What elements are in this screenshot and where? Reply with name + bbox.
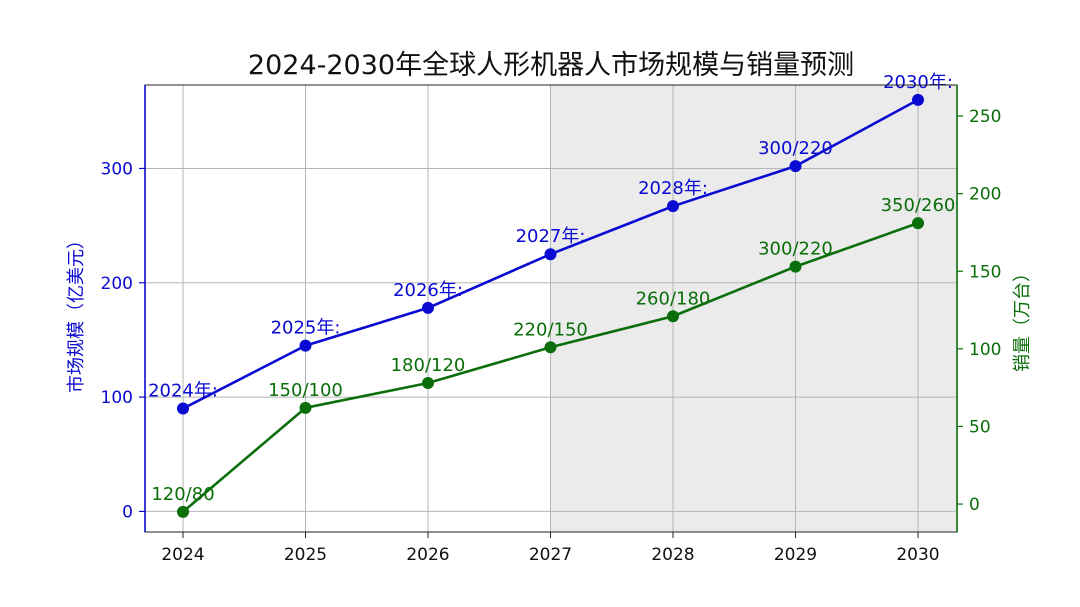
right-tick-label: 200 xyxy=(969,185,1001,205)
data-point-left xyxy=(789,160,802,173)
data-point-right xyxy=(299,401,312,414)
forecast-shaded-region xyxy=(550,85,957,532)
right-tick-label: 250 xyxy=(969,107,1001,127)
data-labels: 2024年: 2025年: 2026年: 2027年: 2028年: 300/220 203… xyxy=(148,72,955,505)
axis-ticks: 2024 2025 2026 2027 2028 2029 2030 0 100 200 300 0 5… xyxy=(101,107,1002,565)
data-point-left xyxy=(299,339,312,352)
data-label-right: 180/120 xyxy=(391,355,466,376)
data-label-left: 2024年: xyxy=(148,381,218,402)
data-point-left xyxy=(177,402,189,415)
data-point-left xyxy=(912,93,924,106)
data-label-left: 2027年: xyxy=(516,226,586,247)
left-tick-label: 200 xyxy=(101,274,133,294)
right-axis-label: 销量（万台） xyxy=(1012,264,1033,372)
data-point-right xyxy=(422,377,434,389)
data-point-right xyxy=(789,260,802,273)
data-label-right: 350/260 xyxy=(881,195,956,216)
data-point-right xyxy=(544,341,557,354)
data-label-left: 2026年: xyxy=(393,280,463,301)
data-point-left xyxy=(544,248,557,261)
data-label-right: 300/220 xyxy=(758,239,833,260)
x-tick-label: 2030 xyxy=(896,545,939,565)
data-points xyxy=(177,93,924,518)
x-tick-label: 2027 xyxy=(529,545,572,565)
x-tick-label: 2025 xyxy=(284,545,327,565)
data-point-left xyxy=(422,301,434,314)
left-tick-label: 300 xyxy=(101,159,133,179)
x-tick-label: 2024 xyxy=(161,545,204,565)
data-label-right: 260/180 xyxy=(636,288,711,309)
x-tick-label: 2029 xyxy=(774,545,817,565)
x-tick-label: 2028 xyxy=(651,545,694,565)
data-point-right xyxy=(667,310,679,323)
data-label-left: 300/220 xyxy=(758,138,833,159)
right-tick-label: 0 xyxy=(969,495,980,515)
left-tick-label: 100 xyxy=(101,388,133,408)
data-label-right: 220/150 xyxy=(513,319,588,340)
left-tick-label: 0 xyxy=(122,502,133,522)
data-label-left: 2028年: xyxy=(638,178,708,199)
right-tick-label: 100 xyxy=(969,340,1001,360)
data-label-right: 150/100 xyxy=(268,380,343,401)
data-point-left xyxy=(667,200,679,213)
data-label-right: 120/80 xyxy=(151,484,214,505)
data-point-right xyxy=(912,217,924,230)
data-label-left: 2030年: xyxy=(883,72,953,93)
right-tick-label: 50 xyxy=(969,417,991,437)
data-label-left: 2025年: xyxy=(271,318,341,339)
x-tick-label: 2026 xyxy=(406,545,449,565)
data-point-right xyxy=(177,505,189,518)
right-tick-label: 150 xyxy=(969,262,1001,282)
chart-title: 2024-2030年全球人形机器人市场规模与销量预测 xyxy=(248,50,854,81)
left-axis-label: 市场规模（亿美元） xyxy=(66,231,87,393)
